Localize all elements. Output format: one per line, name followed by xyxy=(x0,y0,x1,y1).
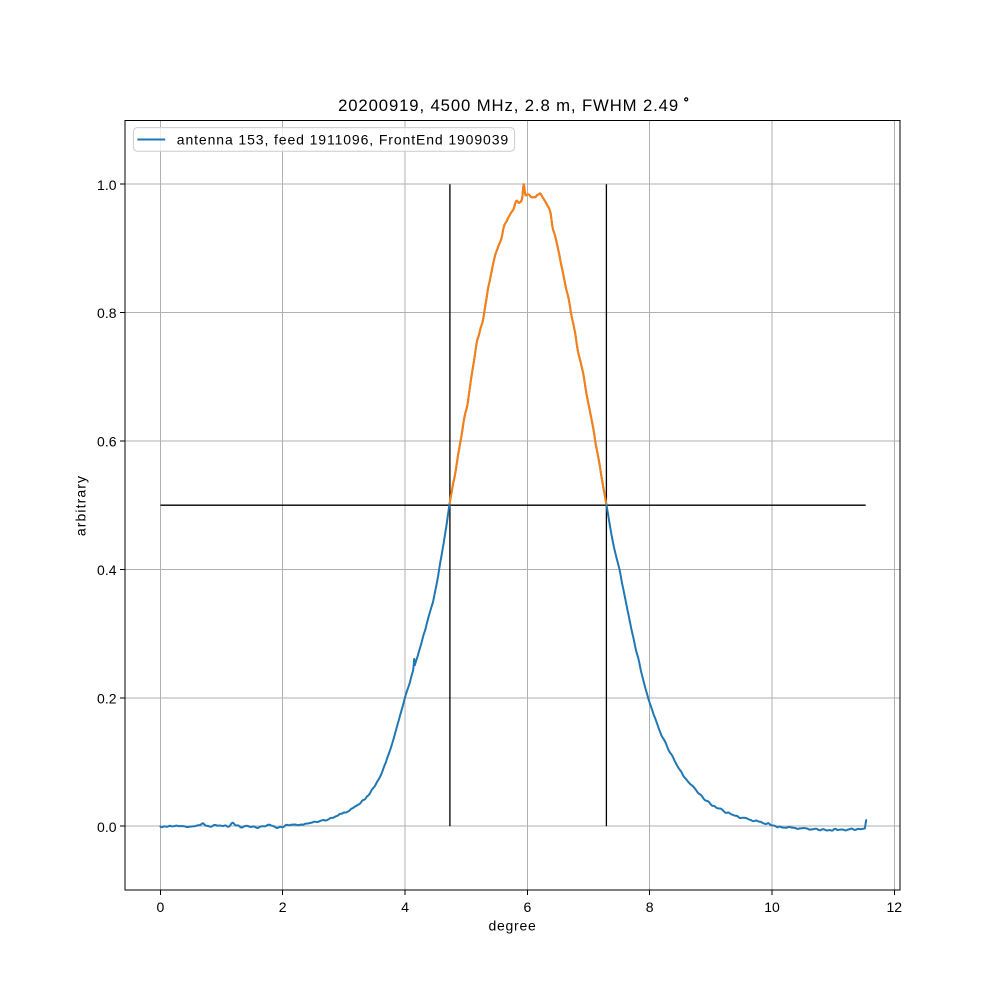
svg-text:0: 0 xyxy=(157,899,165,915)
svg-text:6: 6 xyxy=(524,899,532,915)
svg-text:arbitrary: arbitrary xyxy=(73,475,89,536)
svg-text:0.2: 0.2 xyxy=(97,690,117,706)
svg-text:0.4: 0.4 xyxy=(97,562,117,578)
svg-text:0.8: 0.8 xyxy=(97,305,117,321)
svg-text:20200919, 4500 MHz, 2.8 m, FWH: 20200919, 4500 MHz, 2.8 m, FWHM 2.49 xyxy=(338,96,679,115)
svg-text:0.6: 0.6 xyxy=(97,434,117,450)
svg-text:degree: degree xyxy=(488,918,536,934)
svg-text:2: 2 xyxy=(279,899,287,915)
svg-text:4: 4 xyxy=(401,899,409,915)
svg-text:12: 12 xyxy=(887,899,903,915)
svg-text:1.0: 1.0 xyxy=(97,177,117,193)
svg-text:0.0: 0.0 xyxy=(97,819,117,835)
svg-text:8: 8 xyxy=(646,899,654,915)
svg-text:10: 10 xyxy=(764,899,780,915)
svg-text:antenna 153, feed 1911096, Fro: antenna 153, feed 1911096, FrontEnd 1909… xyxy=(177,131,509,147)
